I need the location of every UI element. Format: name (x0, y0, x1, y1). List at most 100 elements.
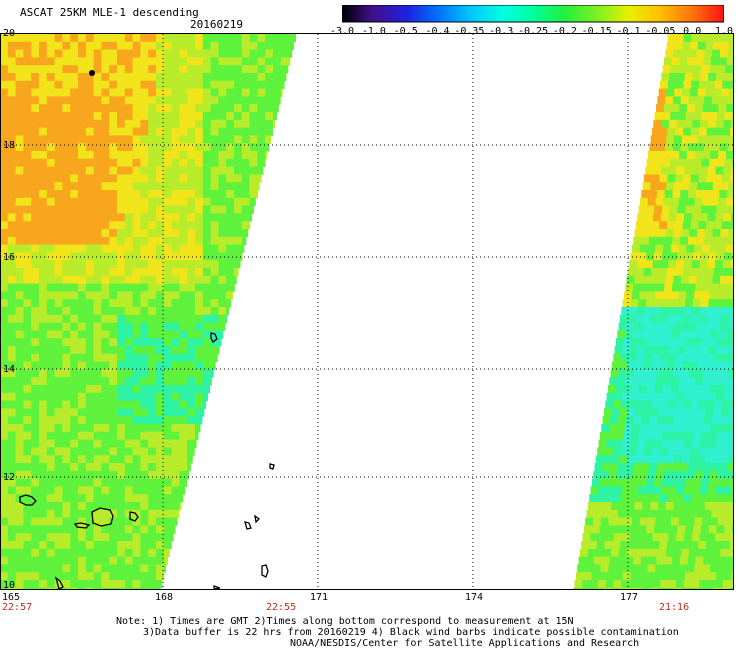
swath-cell (706, 353, 716, 363)
swath-cell (195, 260, 204, 269)
swath-cell (46, 268, 56, 277)
swath-cell (711, 416, 721, 425)
swath-cell (659, 400, 669, 409)
swath-cell (117, 424, 126, 433)
swath-cell (78, 221, 87, 230)
swath-cell (78, 377, 87, 386)
swath-cell (684, 213, 693, 222)
swath-cell (202, 119, 212, 129)
swath-cell (202, 65, 212, 74)
swath-cell (672, 236, 681, 246)
swath-cell (241, 135, 251, 144)
swath-cell (23, 73, 32, 82)
swath-cell (187, 416, 196, 425)
swath-cell (652, 353, 661, 363)
swath-cell (101, 346, 110, 355)
swath-cell (670, 338, 679, 347)
swath-cell (78, 190, 87, 199)
swath-cell (156, 478, 165, 487)
swath-cell (62, 338, 71, 347)
swath-cell (46, 104, 56, 113)
swath-cell (630, 478, 640, 487)
swath-cell (195, 96, 204, 105)
swath-cell (226, 34, 235, 43)
swath-cell (148, 533, 157, 542)
swath-cell (117, 439, 126, 448)
swath-cell (665, 49, 674, 58)
swath-cell (46, 291, 56, 300)
swath-cell (257, 182, 260, 191)
swath-cell (39, 166, 48, 175)
swath-cell (101, 112, 110, 121)
swath-cell (690, 268, 699, 277)
swath-cell (241, 158, 251, 168)
swath-cell (140, 517, 149, 526)
swath-cell (616, 564, 625, 573)
swath-cell (179, 49, 188, 58)
swath-cell (132, 455, 141, 464)
swath-cell (148, 41, 157, 51)
swath-cell (93, 213, 102, 222)
swath-cell (603, 408, 613, 417)
swath-cell (675, 80, 684, 90)
swath-cell (78, 502, 87, 511)
swath-cell (93, 314, 102, 324)
swath-cell (109, 299, 118, 308)
swath-cell (652, 580, 661, 589)
swath-cell (109, 424, 118, 433)
swath-cell (187, 439, 196, 448)
swath-cell (210, 104, 219, 113)
swath-cell (0, 416, 9, 425)
swath-cell (62, 73, 71, 82)
swath-cell (93, 509, 102, 519)
swath-cell (249, 190, 258, 199)
swath-cell (39, 205, 48, 214)
swath-cell (7, 65, 17, 74)
swath-cell (667, 447, 676, 456)
swath-cell (46, 88, 56, 97)
swath-cell (7, 166, 17, 175)
swath-cell (661, 525, 671, 534)
swath-cell (273, 57, 282, 66)
swath-cell (101, 197, 110, 207)
swath-cell (187, 291, 196, 300)
swath-cell (708, 478, 718, 487)
swath-cell (626, 548, 635, 558)
swath-cell (0, 112, 9, 121)
swath-cell (39, 580, 48, 589)
swath-cell (179, 416, 188, 425)
swath-cell (78, 455, 87, 464)
swath-cell (676, 486, 685, 495)
swath-cell (660, 533, 669, 542)
swath-cell (171, 88, 180, 97)
lat-lon-grid (0, 34, 734, 589)
swath-cell (156, 338, 165, 347)
swath-cell (7, 377, 17, 386)
swath-cell (652, 533, 662, 542)
swath-cell (109, 463, 118, 472)
swath-cell (0, 517, 9, 526)
swath-cell (652, 307, 661, 316)
swath-cell (179, 424, 188, 433)
swath-cell (179, 283, 188, 292)
swath-cell (677, 205, 686, 214)
swath-cell (62, 431, 71, 441)
swath-cell (699, 486, 709, 495)
swath-cell (187, 182, 196, 191)
swath-cell (7, 541, 17, 550)
swath-cell (85, 556, 95, 565)
swath-cell (681, 502, 690, 511)
swath-cell (241, 88, 251, 97)
swath-cell (46, 127, 56, 136)
swath-cell (54, 174, 63, 183)
swath-cell (140, 236, 149, 246)
swath-cell (696, 143, 705, 152)
swath-cell (618, 548, 628, 558)
swath-cell (249, 135, 258, 144)
swath-cell (85, 486, 95, 495)
swath-cell (62, 447, 71, 456)
swath-cell (156, 556, 165, 565)
swath-cell (23, 564, 32, 573)
swath-cell (621, 439, 631, 448)
swath-cell (640, 377, 649, 386)
